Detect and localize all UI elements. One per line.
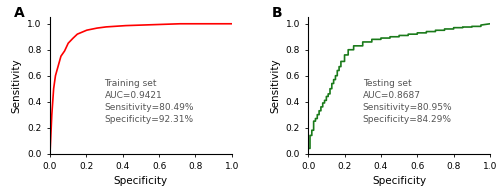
Y-axis label: Sensitivity: Sensitivity	[12, 58, 22, 113]
X-axis label: Specificity: Specificity	[372, 176, 426, 186]
Text: A: A	[14, 6, 24, 20]
X-axis label: Specificity: Specificity	[114, 176, 168, 186]
Text: B: B	[272, 6, 282, 20]
Text: Training set
AUC=0.9421
Sensitivity=80.49%
Specificity=92.31%: Training set AUC=0.9421 Sensitivity=80.4…	[104, 79, 194, 124]
Y-axis label: Sensitivity: Sensitivity	[270, 58, 280, 113]
Text: Testing set
AUC=0.8687
Sensitivity=80.95%
Specificity=84.29%: Testing set AUC=0.8687 Sensitivity=80.95…	[362, 79, 452, 124]
